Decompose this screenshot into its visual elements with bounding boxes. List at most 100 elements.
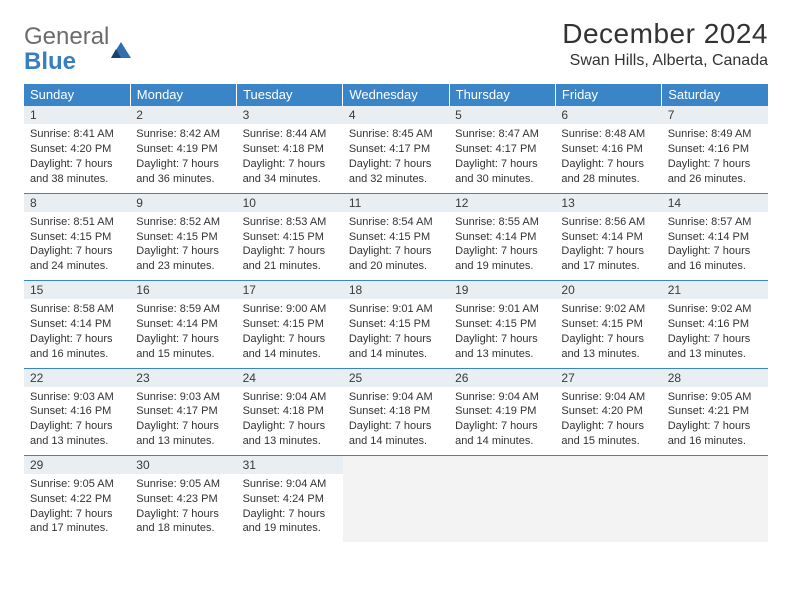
day-detail-cell: Sunrise: 8:49 AMSunset: 4:16 PMDaylight:… — [662, 124, 768, 193]
weekday-header: Friday — [555, 84, 661, 106]
daylight-text: Daylight: 7 hours and 16 minutes. — [30, 332, 124, 362]
day-detail-cell: Sunrise: 8:42 AMSunset: 4:19 PMDaylight:… — [130, 124, 236, 193]
day-number-cell: 5 — [449, 106, 555, 125]
sunrise-text: Sunrise: 9:01 AM — [455, 302, 549, 317]
day-number-cell: 26 — [449, 368, 555, 387]
sunset-text: Sunset: 4:16 PM — [668, 317, 762, 332]
sunrise-text: Sunrise: 9:05 AM — [136, 477, 230, 492]
day-body-row: Sunrise: 9:05 AMSunset: 4:22 PMDaylight:… — [24, 474, 768, 542]
day-detail-cell: Sunrise: 8:48 AMSunset: 4:16 PMDaylight:… — [555, 124, 661, 193]
sunrise-text: Sunrise: 8:55 AM — [455, 215, 549, 230]
weekday-header: Wednesday — [343, 84, 449, 106]
daylight-text: Daylight: 7 hours and 14 minutes. — [349, 332, 443, 362]
day-detail-cell — [343, 474, 449, 542]
day-number-cell: 4 — [343, 106, 449, 125]
day-detail-cell: Sunrise: 9:04 AMSunset: 4:20 PMDaylight:… — [555, 387, 661, 456]
daylight-text: Daylight: 7 hours and 15 minutes. — [561, 419, 655, 449]
sunset-text: Sunset: 4:15 PM — [243, 317, 337, 332]
day-number-cell: 18 — [343, 281, 449, 300]
sunset-text: Sunset: 4:15 PM — [349, 230, 443, 245]
day-number-cell: 17 — [237, 281, 343, 300]
day-number-cell: 2 — [130, 106, 236, 125]
daynum-row: 15161718192021 — [24, 281, 768, 300]
daylight-text: Daylight: 7 hours and 34 minutes. — [243, 157, 337, 187]
daylight-text: Daylight: 7 hours and 30 minutes. — [455, 157, 549, 187]
day-detail-cell: Sunrise: 9:00 AMSunset: 4:15 PMDaylight:… — [237, 299, 343, 368]
weekday-header: Thursday — [449, 84, 555, 106]
day-number-cell: 24 — [237, 368, 343, 387]
daylight-text: Daylight: 7 hours and 15 minutes. — [136, 332, 230, 362]
calendar-table: SundayMondayTuesdayWednesdayThursdayFrid… — [24, 84, 768, 542]
sunrise-text: Sunrise: 9:05 AM — [30, 477, 124, 492]
day-number-cell: 13 — [555, 193, 661, 212]
sunset-text: Sunset: 4:14 PM — [668, 230, 762, 245]
daylight-text: Daylight: 7 hours and 19 minutes. — [455, 244, 549, 274]
daylight-text: Daylight: 7 hours and 17 minutes. — [30, 507, 124, 537]
weekday-header: Saturday — [662, 84, 768, 106]
sunset-text: Sunset: 4:15 PM — [30, 230, 124, 245]
sunset-text: Sunset: 4:17 PM — [136, 404, 230, 419]
sunrise-text: Sunrise: 8:53 AM — [243, 215, 337, 230]
day-detail-cell: Sunrise: 8:45 AMSunset: 4:17 PMDaylight:… — [343, 124, 449, 193]
sunrise-text: Sunrise: 9:02 AM — [668, 302, 762, 317]
sunset-text: Sunset: 4:21 PM — [668, 404, 762, 419]
sunrise-text: Sunrise: 9:04 AM — [561, 390, 655, 405]
sunset-text: Sunset: 4:15 PM — [136, 230, 230, 245]
day-number-cell: 29 — [24, 455, 130, 474]
day-detail-cell: Sunrise: 8:44 AMSunset: 4:18 PMDaylight:… — [237, 124, 343, 193]
day-detail-cell: Sunrise: 9:03 AMSunset: 4:17 PMDaylight:… — [130, 387, 236, 456]
logo: General Blue — [24, 18, 131, 74]
logo-text: General Blue — [24, 24, 109, 74]
sunset-text: Sunset: 4:18 PM — [349, 404, 443, 419]
day-number-cell: 16 — [130, 281, 236, 300]
day-detail-cell — [662, 474, 768, 542]
day-body-row: Sunrise: 8:58 AMSunset: 4:14 PMDaylight:… — [24, 299, 768, 368]
daylight-text: Daylight: 7 hours and 36 minutes. — [136, 157, 230, 187]
day-number-cell: 6 — [555, 106, 661, 125]
month-title: December 2024 — [562, 18, 768, 50]
daylight-text: Daylight: 7 hours and 16 minutes. — [668, 419, 762, 449]
weekday-header: Tuesday — [237, 84, 343, 106]
sunrise-text: Sunrise: 8:54 AM — [349, 215, 443, 230]
daynum-row: 293031.... — [24, 455, 768, 474]
sunrise-text: Sunrise: 8:42 AM — [136, 127, 230, 142]
sunrise-text: Sunrise: 8:52 AM — [136, 215, 230, 230]
day-body-row: Sunrise: 9:03 AMSunset: 4:16 PMDaylight:… — [24, 387, 768, 456]
sunrise-text: Sunrise: 9:00 AM — [243, 302, 337, 317]
day-number-cell: 31 — [237, 455, 343, 474]
daynum-row: 891011121314 — [24, 193, 768, 212]
sunset-text: Sunset: 4:15 PM — [243, 230, 337, 245]
sunrise-text: Sunrise: 9:04 AM — [243, 477, 337, 492]
sunrise-text: Sunrise: 8:59 AM — [136, 302, 230, 317]
day-detail-cell: Sunrise: 9:02 AMSunset: 4:15 PMDaylight:… — [555, 299, 661, 368]
day-number-cell: 3 — [237, 106, 343, 125]
day-detail-cell: Sunrise: 9:04 AMSunset: 4:24 PMDaylight:… — [237, 474, 343, 542]
logo-word-bottom: Blue — [24, 48, 76, 75]
day-detail-cell: Sunrise: 9:01 AMSunset: 4:15 PMDaylight:… — [343, 299, 449, 368]
daylight-text: Daylight: 7 hours and 14 minutes. — [455, 419, 549, 449]
daylight-text: Daylight: 7 hours and 18 minutes. — [136, 507, 230, 537]
day-detail-cell: Sunrise: 9:03 AMSunset: 4:16 PMDaylight:… — [24, 387, 130, 456]
sunset-text: Sunset: 4:17 PM — [455, 142, 549, 157]
daylight-text: Daylight: 7 hours and 13 minutes. — [561, 332, 655, 362]
weekday-header: Sunday — [24, 84, 130, 106]
sunset-text: Sunset: 4:17 PM — [349, 142, 443, 157]
location-subtitle: Swan Hills, Alberta, Canada — [562, 52, 768, 70]
sunset-text: Sunset: 4:15 PM — [561, 317, 655, 332]
daylight-text: Daylight: 7 hours and 20 minutes. — [349, 244, 443, 274]
sunset-text: Sunset: 4:19 PM — [136, 142, 230, 157]
day-detail-cell: Sunrise: 8:54 AMSunset: 4:15 PMDaylight:… — [343, 212, 449, 281]
day-number-cell: 12 — [449, 193, 555, 212]
sunrise-text: Sunrise: 8:47 AM — [455, 127, 549, 142]
daylight-text: Daylight: 7 hours and 13 minutes. — [136, 419, 230, 449]
sunset-text: Sunset: 4:20 PM — [30, 142, 124, 157]
sunrise-text: Sunrise: 9:04 AM — [243, 390, 337, 405]
day-detail-cell: Sunrise: 9:04 AMSunset: 4:19 PMDaylight:… — [449, 387, 555, 456]
sunrise-text: Sunrise: 8:41 AM — [30, 127, 124, 142]
logo-word-top: General — [24, 23, 109, 50]
day-number-cell: 23 — [130, 368, 236, 387]
day-number-cell: 19 — [449, 281, 555, 300]
calendar-header-row: SundayMondayTuesdayWednesdayThursdayFrid… — [24, 84, 768, 106]
sunset-text: Sunset: 4:16 PM — [561, 142, 655, 157]
day-number-cell: 15 — [24, 281, 130, 300]
